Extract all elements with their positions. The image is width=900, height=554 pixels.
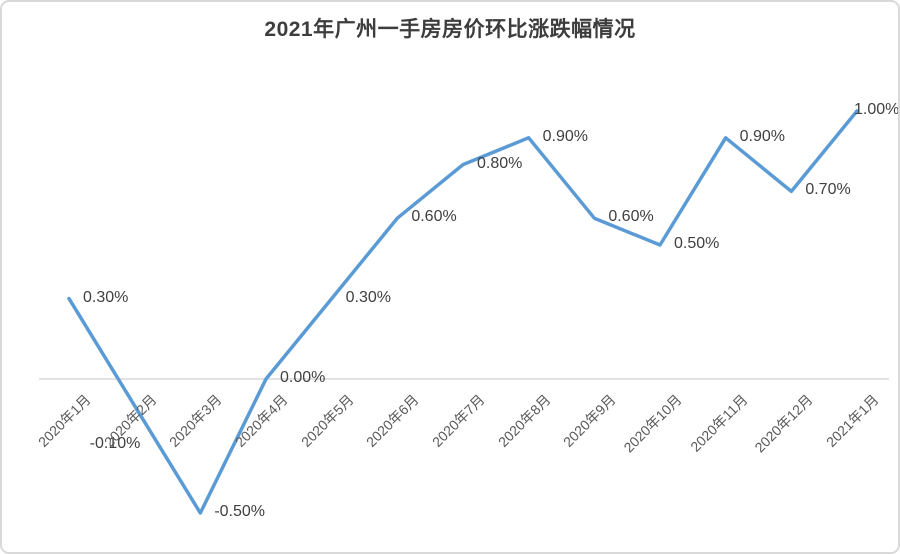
data-label: -0.50% [214, 503, 266, 520]
data-label: 0.30% [83, 288, 129, 306]
chart-title: 2021年广州一手房房价环比涨跌幅情况 [264, 18, 636, 41]
price-line [67, 109, 859, 515]
data-label: 0.00% [280, 369, 326, 386]
data-label: 0.70% [805, 181, 851, 199]
data-label: 0.90% [739, 127, 786, 145]
data-label: 0.50% [674, 235, 720, 252]
data-label: 0.90% [542, 127, 589, 145]
data-label: 0.60% [608, 208, 654, 226]
data-label: 0.60% [411, 208, 457, 226]
data-label: -0.10% [89, 434, 141, 452]
data-label: 1.00% [854, 101, 900, 118]
data-label: 0.30% [345, 288, 392, 306]
data-label: 0.80% [477, 154, 523, 172]
